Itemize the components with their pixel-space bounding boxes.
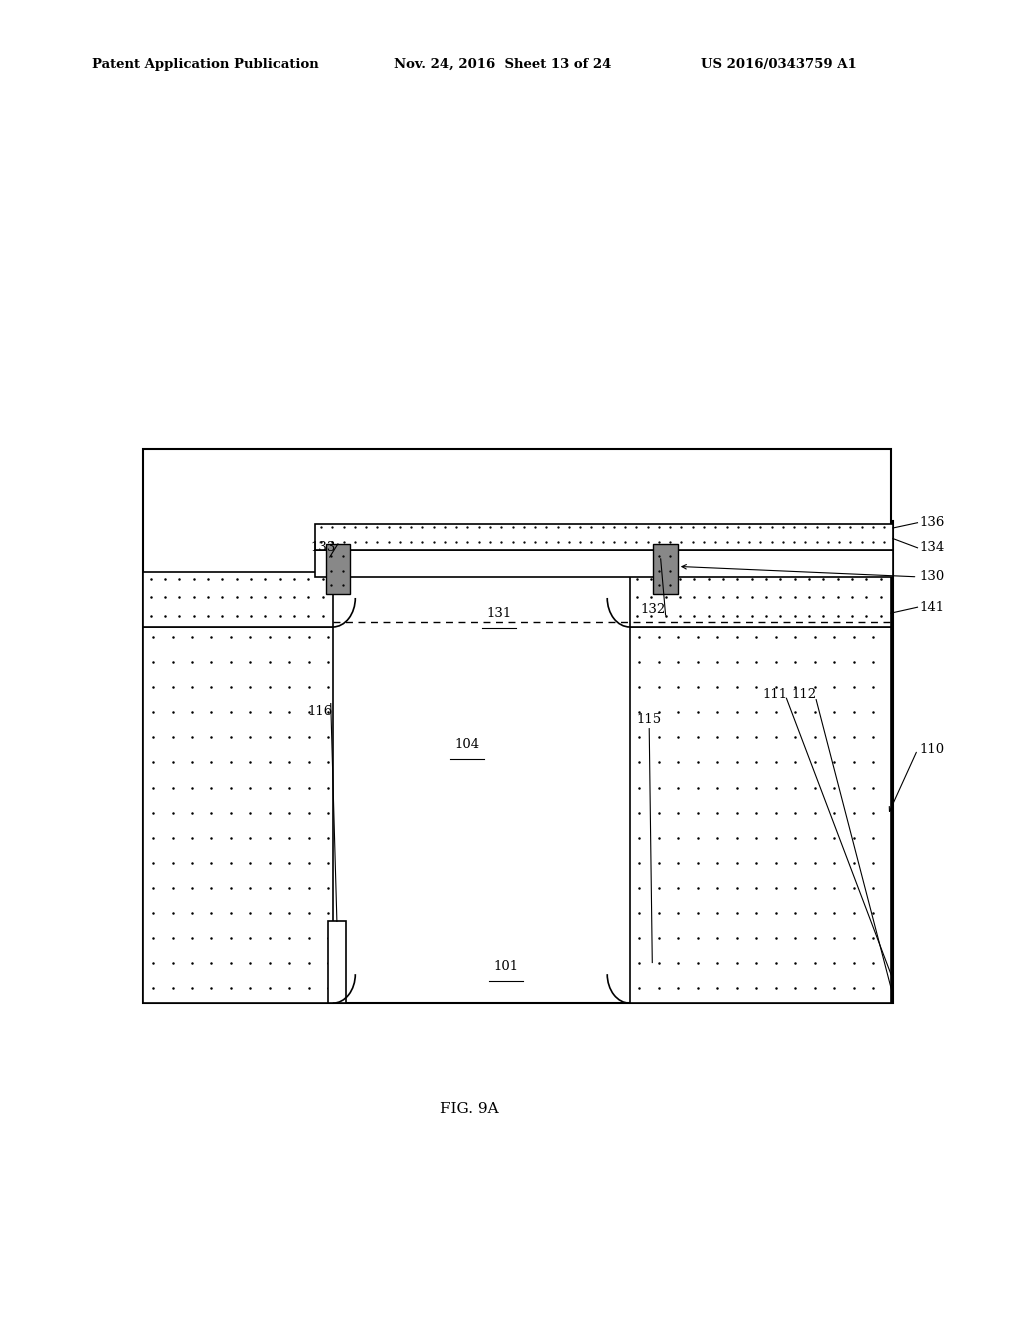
Bar bbox=[315, 524, 893, 550]
Text: 110: 110 bbox=[920, 743, 945, 756]
Bar bbox=[143, 627, 333, 1003]
Text: 134: 134 bbox=[920, 541, 945, 554]
Bar bbox=[630, 627, 891, 1003]
Text: FIG. 9A: FIG. 9A bbox=[440, 1102, 499, 1117]
Text: 101: 101 bbox=[494, 960, 518, 973]
Text: 115: 115 bbox=[637, 713, 662, 726]
Bar bbox=[328, 921, 346, 1003]
Text: US 2016/0343759 A1: US 2016/0343759 A1 bbox=[701, 58, 857, 71]
Text: Patent Application Publication: Patent Application Publication bbox=[92, 58, 318, 71]
Bar bbox=[653, 544, 678, 594]
Bar bbox=[143, 449, 891, 1003]
Text: 112: 112 bbox=[792, 688, 816, 701]
Bar bbox=[143, 572, 333, 627]
Text: 111: 111 bbox=[763, 688, 787, 701]
Text: Nov. 24, 2016  Sheet 13 of 24: Nov. 24, 2016 Sheet 13 of 24 bbox=[394, 58, 611, 71]
Bar bbox=[315, 550, 893, 577]
Text: 130: 130 bbox=[920, 570, 945, 583]
Text: 136: 136 bbox=[920, 516, 945, 529]
Text: 141: 141 bbox=[920, 601, 945, 614]
Text: 132: 132 bbox=[641, 603, 666, 616]
Bar bbox=[630, 572, 891, 627]
Text: 131: 131 bbox=[486, 607, 511, 620]
Text: 104: 104 bbox=[455, 738, 479, 751]
Text: 116: 116 bbox=[308, 705, 333, 718]
Text: 133: 133 bbox=[311, 541, 336, 554]
Bar bbox=[326, 544, 350, 594]
